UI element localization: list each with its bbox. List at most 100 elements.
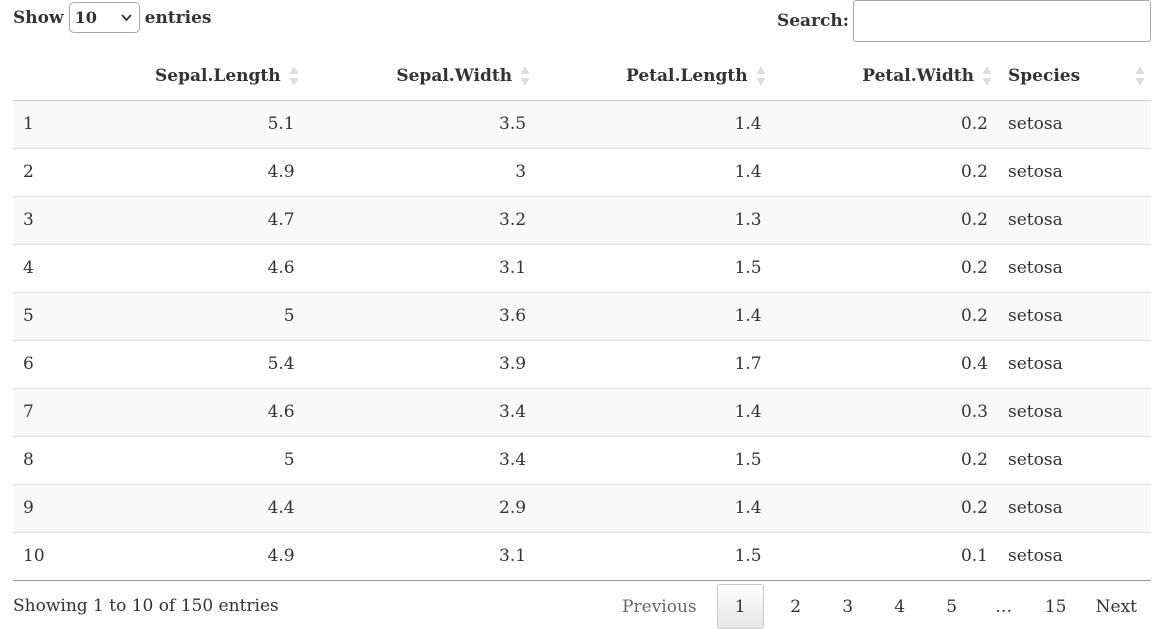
column-header-label: Species — [1008, 65, 1081, 86]
table-cell: 3.4 — [304, 388, 537, 437]
table-cell: 3.1 — [304, 532, 537, 581]
table-cell: 1.4 — [536, 100, 772, 149]
table-cell: 4.9 — [137, 532, 305, 581]
table-cell: 9 — [13, 484, 138, 533]
column-header-sepal-width[interactable]: Sepal.Width — [304, 52, 537, 101]
table-cell: 0.3 — [771, 388, 998, 437]
table-cell: 0.2 — [771, 100, 998, 149]
table-cell: 1.7 — [536, 340, 772, 389]
table-cell: 5.4 — [137, 340, 305, 389]
table-cell: 3 — [13, 196, 138, 245]
table-row[interactable]: 4 4.6 3.1 1.5 0.2 setosa — [13, 244, 1151, 293]
next-page-button[interactable]: Next — [1095, 596, 1137, 617]
column-header-label: Petal.Width — [862, 65, 974, 86]
page-1-button[interactable]: 1 — [716, 584, 764, 629]
chevron-down-icon — [120, 14, 132, 22]
page-2-button[interactable]: 2 — [790, 596, 802, 617]
page-4-button[interactable]: 4 — [894, 596, 906, 617]
table-cell: 1.4 — [536, 484, 772, 533]
pagination: Previous 1 2 3 4 5 … 15 Next — [608, 584, 1151, 629]
sort-both-icon — [756, 66, 766, 86]
table-row[interactable]: 3 4.7 3.2 1.3 0.2 setosa — [13, 196, 1151, 245]
column-header-petal-length[interactable]: Petal.Length — [536, 52, 772, 101]
table-cell: 1.5 — [536, 244, 772, 293]
sort-both-icon — [982, 66, 992, 86]
table-cell: setosa — [998, 388, 1151, 437]
table-cell: 1.5 — [536, 436, 772, 485]
previous-page-button[interactable]: Previous — [622, 596, 697, 617]
table-row[interactable]: 8 5 3.4 1.5 0.2 setosa — [13, 436, 1151, 485]
length-control: Show 10 entries — [13, 2, 211, 33]
page-length-select[interactable]: 10 — [68, 2, 140, 33]
table-cell: 4 — [13, 244, 138, 293]
table-row[interactable]: 5 5 3.6 1.4 0.2 setosa — [13, 292, 1151, 341]
table-info: Showing 1 to 10 of 150 entries — [13, 596, 279, 616]
table-cell: 5.1 — [137, 100, 305, 149]
table-row[interactable]: 9 4.4 2.9 1.4 0.2 setosa — [13, 484, 1151, 533]
table-cell: 3.5 — [304, 100, 537, 149]
table-cell: setosa — [998, 148, 1151, 197]
table-cell: 3.9 — [304, 340, 537, 389]
table-cell: 1 — [13, 100, 138, 149]
table-cell: 0.1 — [771, 532, 998, 581]
table-cell: setosa — [998, 292, 1151, 341]
table-cell: setosa — [998, 436, 1151, 485]
page-length-value: 10 — [74, 8, 97, 27]
table-cell: setosa — [998, 532, 1151, 581]
sort-both-icon — [520, 66, 530, 86]
table-cell: 3.1 — [304, 244, 537, 293]
table-row[interactable]: 7 4.6 3.4 1.4 0.3 setosa — [13, 388, 1151, 437]
table-cell: 4.7 — [137, 196, 305, 245]
length-prefix-label: Show — [13, 7, 64, 28]
column-header-label: Sepal.Width — [396, 65, 513, 86]
table-cell: 0.2 — [771, 484, 998, 533]
table-cell: 8 — [13, 436, 138, 485]
column-header-petal-width[interactable]: Petal.Width — [771, 52, 998, 101]
page-15-button[interactable]: 15 — [1044, 596, 1067, 617]
table-cell: 5 — [137, 292, 305, 341]
table-cell: 2 — [13, 148, 138, 197]
table-cell: 5 — [13, 292, 138, 341]
table-cell: 1.4 — [536, 292, 772, 341]
column-header-label: Sepal.Length — [155, 65, 281, 86]
column-header-label: Petal.Length — [626, 65, 748, 86]
table-cell: 4.4 — [137, 484, 305, 533]
table-cell: 0.2 — [771, 148, 998, 197]
sort-both-icon — [1135, 66, 1145, 86]
search-label: Search: — [776, 11, 849, 31]
pagination-ellipsis: … — [995, 596, 1013, 617]
table-cell: 2.9 — [304, 484, 537, 533]
table-cell: 4.6 — [137, 244, 305, 293]
table-cell: 1.4 — [536, 388, 772, 437]
table-cell: 0.2 — [771, 292, 998, 341]
table-cell: 1.4 — [536, 148, 772, 197]
table-cell: setosa — [998, 340, 1151, 389]
table-row[interactable]: 1 5.1 3.5 1.4 0.2 setosa — [13, 100, 1151, 149]
data-table: Sepal.Length Sepal.Width Petal.Length Petal… — [13, 52, 1151, 581]
table-cell: 6 — [13, 340, 138, 389]
table-cell: 1.3 — [536, 196, 772, 245]
table-cell: 1.5 — [536, 532, 772, 581]
table-row[interactable]: 10 4.9 3.1 1.5 0.1 setosa — [13, 532, 1151, 581]
search-control: Search: — [777, 0, 1151, 42]
column-header-sepal-length[interactable]: Sepal.Length — [137, 52, 305, 101]
table-cell: 3.4 — [304, 436, 537, 485]
table-cell: setosa — [998, 100, 1151, 149]
page-5-button[interactable]: 5 — [946, 596, 958, 617]
column-header-species[interactable]: Species — [998, 52, 1151, 101]
table-cell: 3.2 — [304, 196, 537, 245]
table-header-row: Sepal.Length Sepal.Width Petal.Length Petal… — [13, 52, 1151, 101]
table-cell: 3 — [304, 148, 537, 197]
table-body: 1 5.1 3.5 1.4 0.2 setosa 2 4.9 3 1.4 0.2 setosa 3 4.7… — [13, 100, 1151, 581]
search-input[interactable] — [853, 0, 1151, 42]
table-cell: 4.6 — [137, 388, 305, 437]
table-row[interactable]: 2 4.9 3 1.4 0.2 setosa — [13, 148, 1151, 197]
length-suffix-label: entries — [144, 7, 212, 28]
page-3-button[interactable]: 3 — [842, 596, 854, 617]
table-row[interactable]: 6 5.4 3.9 1.7 0.4 setosa — [13, 340, 1151, 389]
table-cell: 7 — [13, 388, 138, 437]
column-header-rowname[interactable] — [13, 52, 138, 101]
table-cell: 0.4 — [771, 340, 998, 389]
table-cell: 5 — [137, 436, 305, 485]
table-cell: 3.6 — [304, 292, 537, 341]
